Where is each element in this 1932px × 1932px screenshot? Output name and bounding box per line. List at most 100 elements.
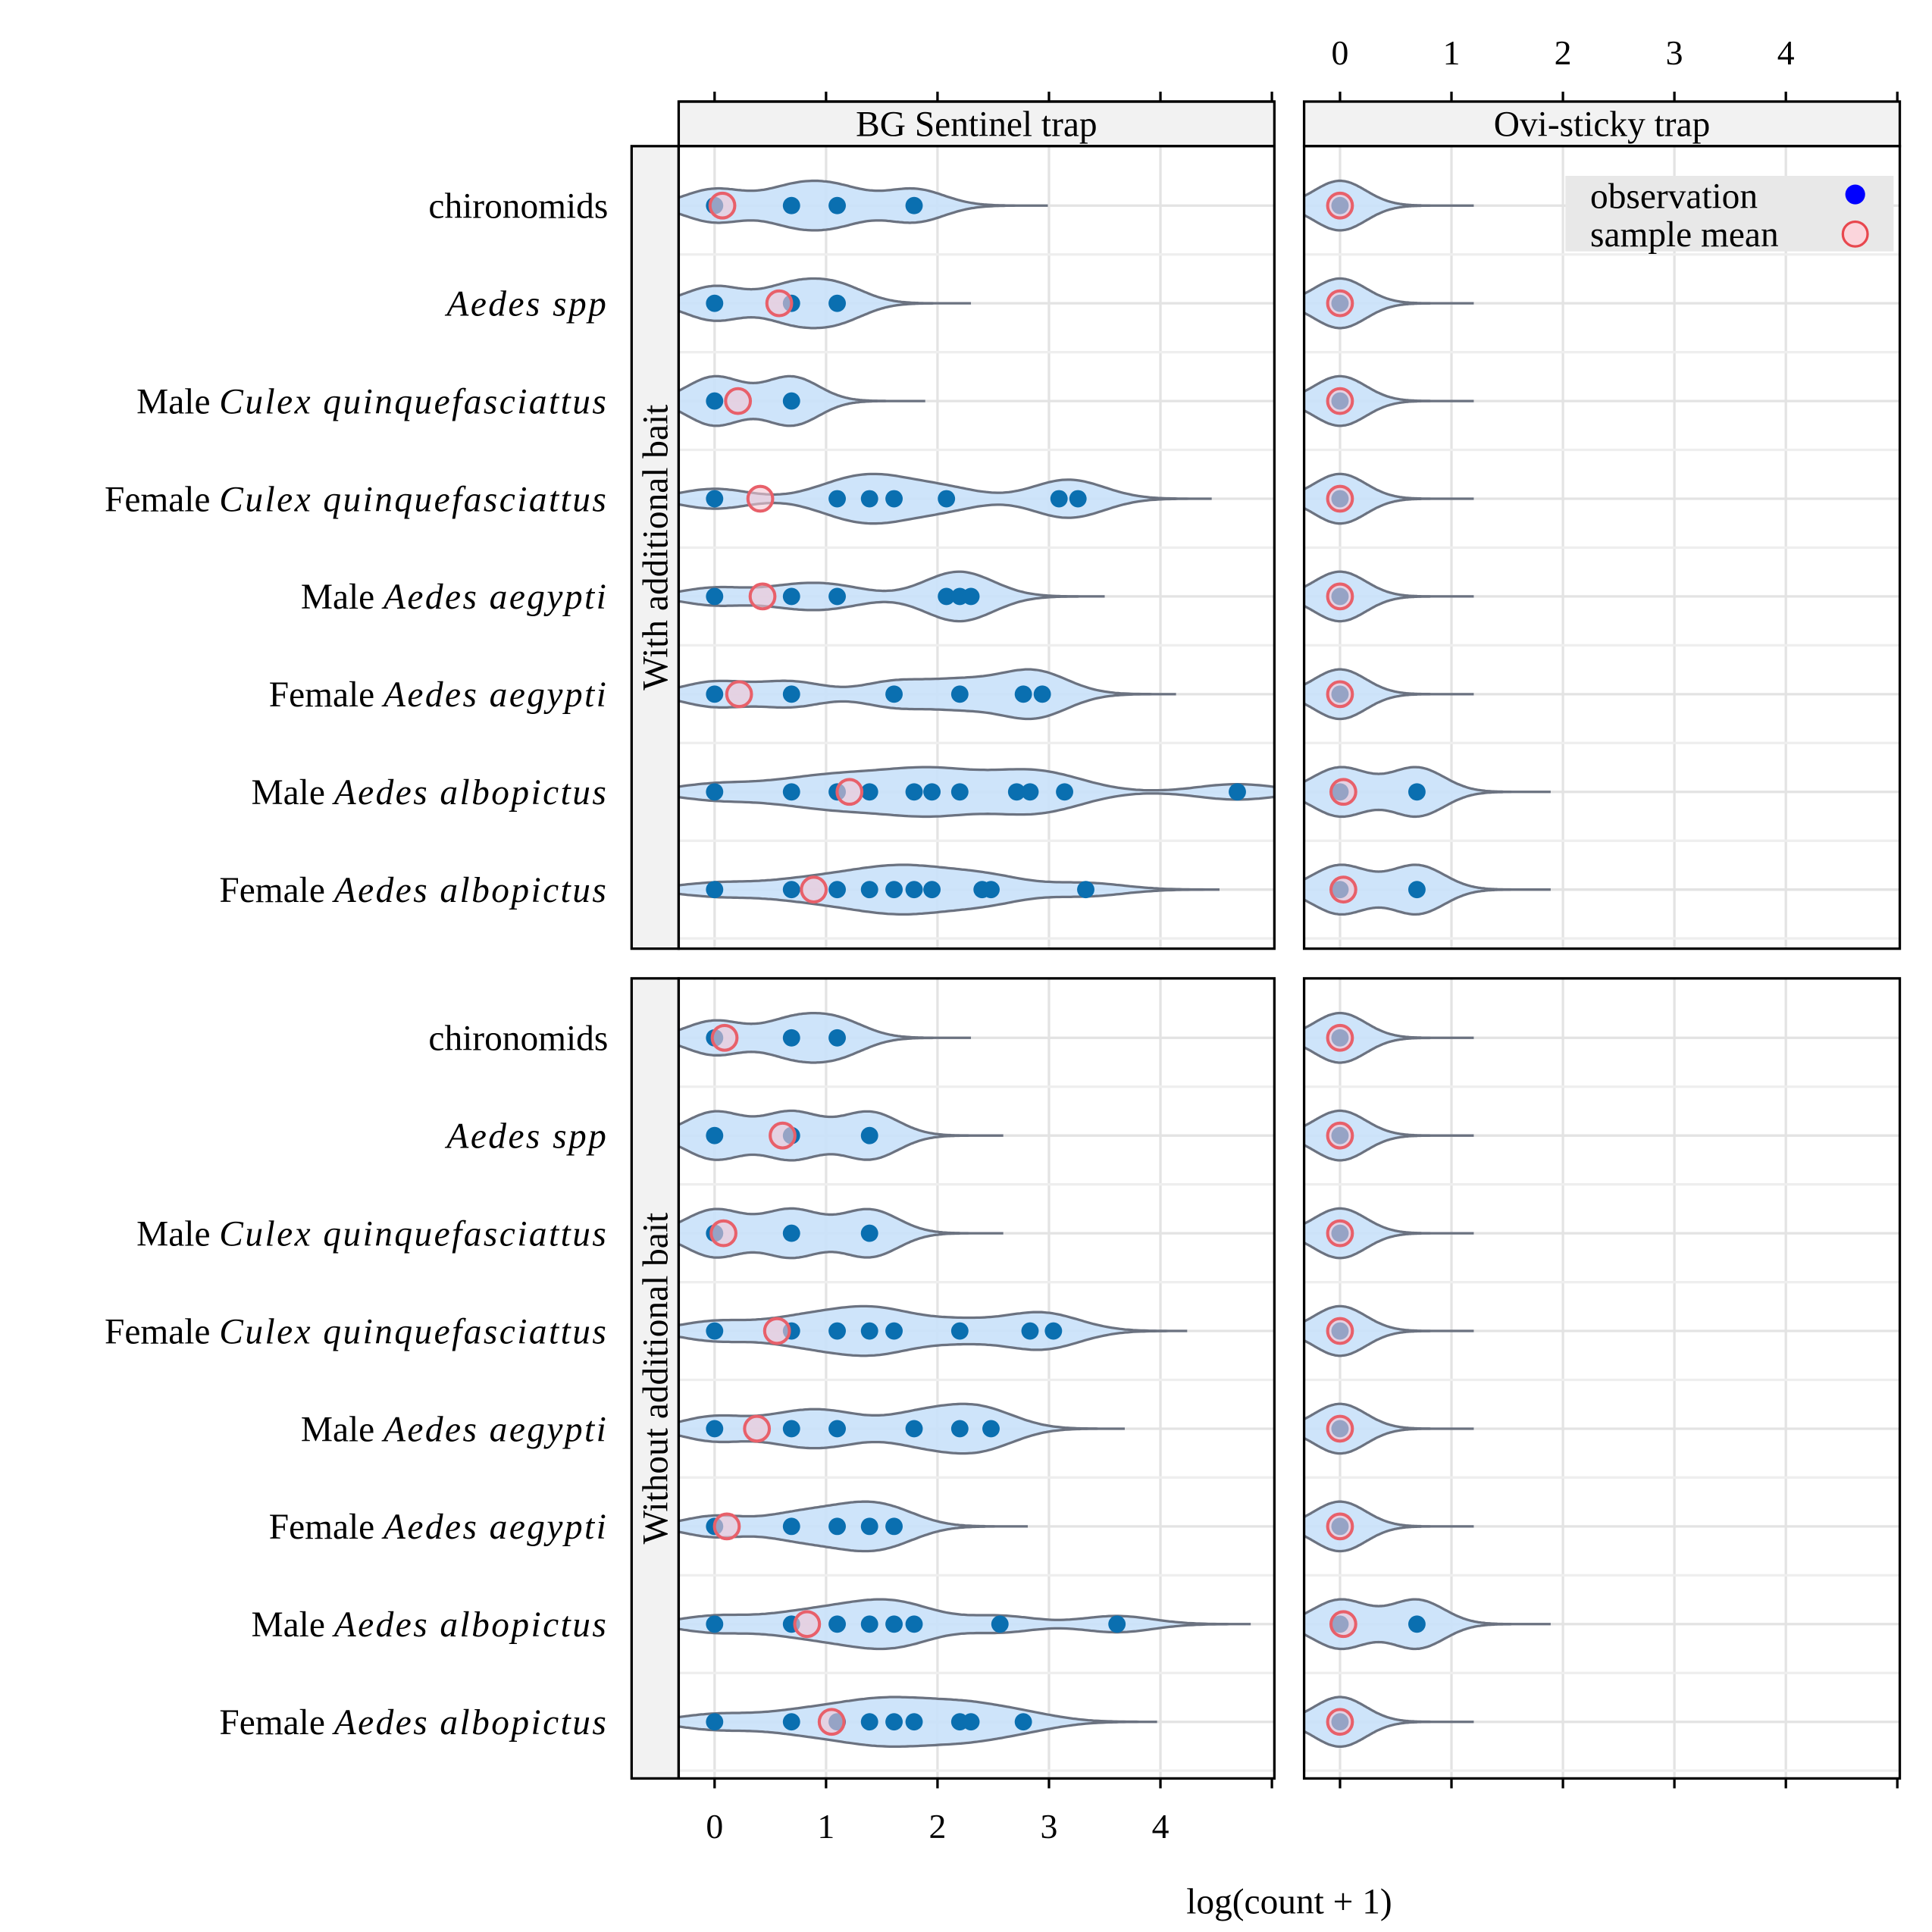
observation-point xyxy=(885,1517,903,1536)
sample-mean-marker xyxy=(1326,1121,1354,1150)
row-strip-label: With additional bait xyxy=(637,405,676,690)
panel-background xyxy=(1304,978,1900,1779)
sample-mean-marker xyxy=(1326,387,1354,415)
observation-point xyxy=(782,1713,800,1731)
observation-point xyxy=(962,1713,980,1731)
category-label: chironomids xyxy=(428,187,608,227)
observation-point xyxy=(1050,490,1068,508)
sample-mean-marker xyxy=(1326,680,1354,709)
observation-point xyxy=(938,490,956,508)
violin xyxy=(1304,179,1474,232)
violin xyxy=(1304,277,1474,330)
sample-mean-marker xyxy=(1326,1317,1354,1345)
panel xyxy=(1302,145,1902,950)
sample-mean-marker xyxy=(769,1121,797,1150)
violin xyxy=(678,1598,1251,1651)
category-label-part: Female xyxy=(219,1703,333,1743)
observation-point xyxy=(782,196,800,214)
observation-point xyxy=(1069,490,1087,508)
x-tick-label-bottom: 0 xyxy=(706,1807,723,1846)
observation-point xyxy=(828,294,847,312)
observation-point xyxy=(828,1420,847,1438)
category-label-part: Aedes albopictus xyxy=(332,1605,609,1645)
observation-point xyxy=(905,1615,923,1633)
sample-mean-marker xyxy=(800,875,828,904)
category-label-part: Aedes spp xyxy=(444,1117,608,1157)
violin xyxy=(1304,1207,1474,1260)
legend-label: observation xyxy=(1590,177,1758,217)
sample-mean-marker xyxy=(1329,1610,1357,1639)
panel xyxy=(1302,977,1902,1780)
category-label-part: Culex quinquefasciattus xyxy=(219,480,608,519)
category-label-part: Culex quinquefasciattus xyxy=(219,1214,608,1254)
x-tick-label-bottom: 2 xyxy=(928,1807,946,1846)
observation-point xyxy=(885,1322,903,1340)
category-label-part: Male xyxy=(252,1605,334,1645)
violin xyxy=(678,668,1176,721)
violin xyxy=(1304,1696,1474,1749)
panel-border xyxy=(677,145,1276,950)
legend-background xyxy=(1565,176,1894,252)
observation-point xyxy=(923,881,941,899)
observation-point xyxy=(950,685,969,703)
category-label-part: Female xyxy=(105,480,219,519)
legend-label: sample mean xyxy=(1590,215,1779,255)
observation-point xyxy=(706,294,724,312)
sample-mean-marker xyxy=(1326,1512,1354,1541)
observation-point xyxy=(962,587,980,606)
x-tick-label-bottom: 3 xyxy=(1041,1807,1058,1846)
sample-mean-marker xyxy=(1326,289,1354,318)
observation-point xyxy=(782,392,800,410)
observation-point xyxy=(706,1322,724,1340)
sample-mean-marker xyxy=(1326,1708,1354,1736)
panel xyxy=(677,145,1276,950)
observation-point xyxy=(828,587,847,606)
legend-mean-icon xyxy=(1841,220,1869,248)
column-strip xyxy=(1302,100,1902,148)
observation-point xyxy=(828,490,847,508)
observation-point xyxy=(1108,1615,1126,1633)
violin xyxy=(678,1304,1188,1357)
column-strip-label: Ovi-sticky trap xyxy=(1494,105,1711,145)
observation-point xyxy=(860,1126,878,1144)
observation-point xyxy=(950,1322,969,1340)
observation-point xyxy=(782,587,800,606)
observation-point xyxy=(885,1713,903,1731)
category-label-part: chironomids xyxy=(428,187,608,227)
category-label: Male Aedes aegypti xyxy=(301,578,608,617)
observation-point xyxy=(782,1029,800,1047)
row-strip xyxy=(630,145,681,950)
sample-mean-marker xyxy=(1326,1219,1354,1248)
observation-point xyxy=(782,881,800,899)
observation-point xyxy=(905,881,923,899)
category-label-part: Female xyxy=(105,1312,219,1351)
category-label-part: Male xyxy=(136,1214,219,1254)
x-tick-label-bottom: 1 xyxy=(817,1807,834,1846)
category-label-part: Female xyxy=(219,871,333,910)
violin xyxy=(1304,570,1474,623)
observation-point xyxy=(706,490,724,508)
observation-point xyxy=(706,1126,724,1144)
violin xyxy=(1304,472,1474,525)
category-label-part: Aedes albopictus xyxy=(332,1703,609,1743)
category-label-part: Female xyxy=(269,675,384,715)
x-tick-label-top: 3 xyxy=(1666,33,1683,72)
observation-point xyxy=(860,783,878,801)
sample-mean-marker xyxy=(1326,191,1354,220)
observation-point xyxy=(782,783,800,801)
observation-point xyxy=(706,1713,724,1731)
violin xyxy=(1304,1011,1474,1064)
violin xyxy=(678,179,1048,232)
observation-point xyxy=(828,1615,847,1633)
observation-point xyxy=(991,1615,1009,1633)
observation-point xyxy=(905,1713,923,1731)
category-label-part: Aedes aegypti xyxy=(381,1508,608,1547)
sample-mean-marker xyxy=(1329,875,1357,904)
category-label: Aedes spp xyxy=(444,285,608,324)
violin xyxy=(678,766,1275,819)
sample-mean-marker xyxy=(793,1610,822,1639)
observation-point xyxy=(885,685,903,703)
category-label: Female Culex quinquefasciattus xyxy=(105,480,608,519)
